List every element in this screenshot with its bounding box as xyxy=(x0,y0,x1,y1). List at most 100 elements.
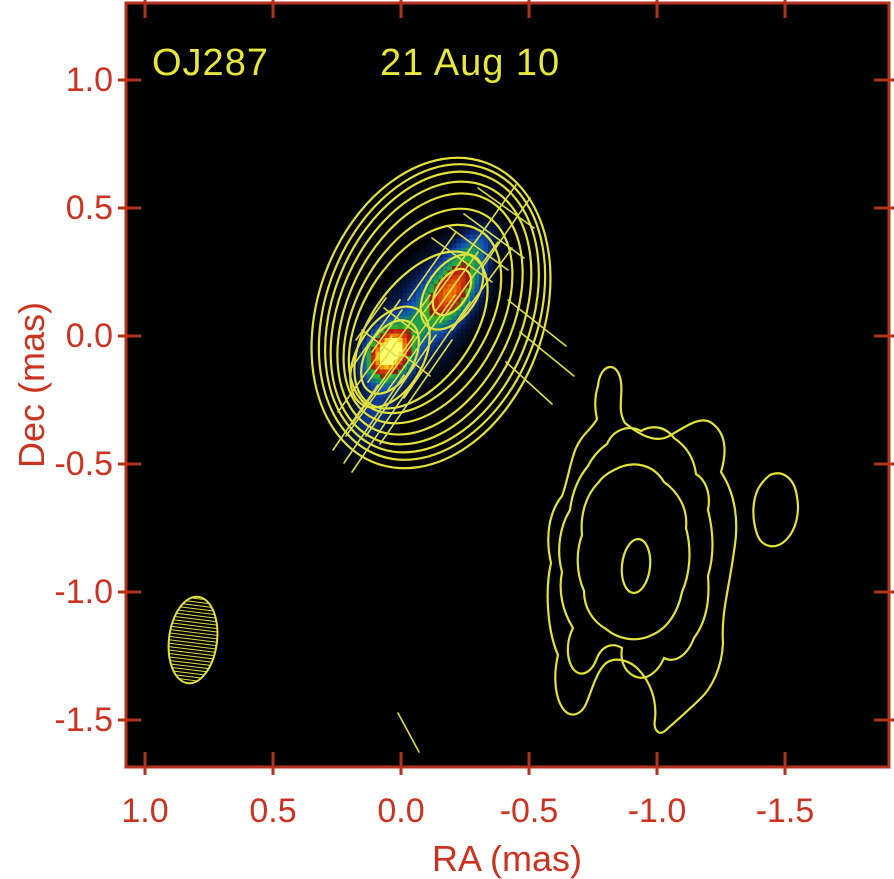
colormap-cell xyxy=(375,374,381,379)
colormap-cell xyxy=(443,302,448,307)
colormap-cell xyxy=(443,266,448,271)
polarization-stick xyxy=(399,351,431,377)
colormap-cell xyxy=(497,230,502,235)
colormap-cell xyxy=(425,302,430,307)
beam-hatch-line xyxy=(176,612,216,619)
colormap-cell xyxy=(380,365,385,370)
colormap-cell xyxy=(348,455,354,460)
colormap-cell xyxy=(429,239,435,244)
colormap-cell xyxy=(389,401,394,406)
colormap-cell xyxy=(429,270,435,276)
colormap-cell xyxy=(339,450,345,456)
colormap-cell xyxy=(344,450,349,456)
colormap-cell xyxy=(434,315,439,321)
colormap-cell xyxy=(353,419,358,424)
colormap-cell xyxy=(375,320,381,325)
colormap-cell xyxy=(402,315,408,321)
contour-level xyxy=(576,463,691,641)
colormap-cell xyxy=(443,320,448,325)
colormap-cell xyxy=(501,252,507,258)
colormap-cell xyxy=(371,342,376,348)
polarization-stick xyxy=(431,237,493,283)
colormap-cell xyxy=(492,239,498,244)
colormap-cell xyxy=(393,311,399,316)
colormap-cell xyxy=(416,275,421,280)
colormap-cell xyxy=(438,257,444,262)
beam-hatch-line xyxy=(171,667,207,673)
colormap-cell xyxy=(456,338,462,343)
colormap-cell xyxy=(470,248,475,253)
colormap-cell xyxy=(357,329,363,334)
colormap-cell xyxy=(488,279,493,285)
colormap-cell xyxy=(353,437,358,442)
colormap-cell xyxy=(384,302,390,307)
colormap-cell xyxy=(483,266,489,271)
colormap-cell xyxy=(443,356,448,361)
colormap-cell xyxy=(398,306,403,312)
colormap-cell xyxy=(425,248,430,253)
colormap-cell xyxy=(488,293,493,298)
colormap-cell xyxy=(357,369,363,375)
colormap-cell xyxy=(348,401,354,406)
colormap-cell xyxy=(474,216,480,222)
colormap-cell xyxy=(384,437,390,442)
colormap-cell xyxy=(465,333,471,339)
colormap-cell xyxy=(393,351,399,357)
colormap-cell xyxy=(452,284,457,289)
beam-hatch-line xyxy=(168,652,214,660)
colormap-cell xyxy=(488,266,493,271)
colormap-cell xyxy=(357,365,363,370)
colormap-cell xyxy=(488,284,493,289)
colormap-cell xyxy=(429,320,435,325)
colormap-cell xyxy=(371,383,376,388)
colormap-cell xyxy=(438,266,444,271)
colormap-cell xyxy=(425,329,430,334)
colormap-cell xyxy=(429,351,435,357)
colormap-cell xyxy=(389,419,394,424)
colormap-cell xyxy=(384,374,390,379)
colormap-cell xyxy=(420,288,426,294)
colormap-cell xyxy=(398,320,403,325)
colormap-cell xyxy=(407,333,412,339)
colormap-cell xyxy=(420,333,426,339)
colormap-cell xyxy=(492,257,498,262)
colormap-cell xyxy=(398,347,403,352)
colormap-cell xyxy=(501,243,507,249)
colormap-cell xyxy=(407,315,412,321)
colormap-cell xyxy=(461,257,466,262)
colormap-cell xyxy=(362,320,367,325)
beam-hatch-line xyxy=(170,663,209,670)
colormap-cell xyxy=(407,284,412,289)
colormap-cell xyxy=(479,252,484,258)
colormap-cell xyxy=(416,266,421,271)
colormap-cell xyxy=(402,383,408,388)
colormap-cell xyxy=(492,270,498,276)
colormap-cell xyxy=(407,266,412,271)
colormap-cell xyxy=(447,347,453,352)
colormap-cell xyxy=(402,356,408,361)
colormap-cell xyxy=(420,270,426,276)
colormap-cell xyxy=(375,315,381,321)
colormap-cell xyxy=(470,324,475,330)
colormap-cell xyxy=(398,284,403,289)
colormap-cell xyxy=(411,387,417,393)
colormap-cell xyxy=(398,342,403,348)
colormap-cell xyxy=(465,279,471,285)
colormap-cell xyxy=(398,387,403,393)
colormap-cell xyxy=(474,288,480,294)
plot-frame xyxy=(124,1,891,769)
colormap-cell xyxy=(366,306,372,312)
colormap-cell xyxy=(465,221,471,226)
colormap-cell xyxy=(393,324,399,330)
colormap-cell xyxy=(375,347,381,352)
colormap-cell xyxy=(492,225,498,231)
colormap-cell xyxy=(380,333,385,339)
colormap-cell xyxy=(366,392,372,397)
colormap-cell xyxy=(416,356,421,361)
colormap-cell xyxy=(389,423,394,429)
colormap-cell xyxy=(479,239,484,244)
colormap-cell xyxy=(375,324,381,330)
colormap-cell xyxy=(375,423,381,429)
colormap-cell xyxy=(452,275,457,280)
colormap-cell xyxy=(393,284,399,289)
